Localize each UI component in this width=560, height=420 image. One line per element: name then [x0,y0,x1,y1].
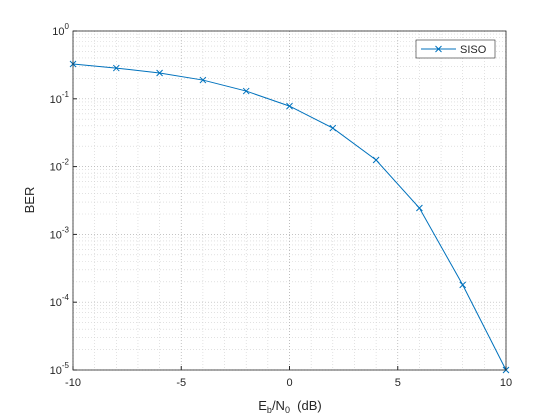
y-tick-base: 10 [50,365,62,377]
y-tick-label: 10-3 [50,225,70,241]
marker [329,124,337,132]
x-label-part: /N [272,398,285,413]
y-tick-label: 10-5 [50,361,70,377]
y-tick-label: 10-2 [50,158,70,174]
x-tick-label: -5 [176,377,186,389]
y-tick-exponent: -5 [62,361,70,370]
y-tick-base: 10 [52,26,64,38]
y-tick-exponent: 0 [65,22,70,31]
y-tick-exponent: -2 [62,158,70,167]
x-axis-label: Eb/N0 (dB) [258,398,322,415]
y-tick-base: 10 [50,297,62,309]
x-label-part: (dB) [290,398,322,413]
y-tick-exponent: -1 [62,90,70,99]
y-tick-label: 100 [52,22,69,38]
legend-marker [435,45,442,53]
y-axis-label: BER [22,187,37,214]
y-tick-exponent: -4 [62,293,70,302]
x-tick-label: -10 [65,377,81,389]
x-tick-label: 10 [500,377,512,389]
marker [156,69,163,77]
marker [242,87,250,95]
marker [416,204,423,212]
y-tick-base: 10 [50,94,62,106]
marker [199,76,207,84]
marker [286,102,293,110]
x-tick-label: 5 [395,377,401,389]
y-tick-label: 10-1 [50,90,70,106]
y-tick-label: 10-4 [50,293,70,309]
x-label-part: b [267,405,272,415]
marker [112,64,120,72]
y-tick-base: 10 [50,162,62,174]
legend-label: SISO [460,44,487,56]
plot [69,60,510,374]
x-label-part: E [258,398,267,413]
legend: SISO [415,39,496,59]
y-tick-exponent: -3 [62,225,70,234]
y-tick-base: 10 [50,229,62,241]
x-label-part: 0 [285,405,290,415]
x-tick-label: 0 [286,377,292,389]
marker [372,156,380,164]
marker [459,281,467,289]
